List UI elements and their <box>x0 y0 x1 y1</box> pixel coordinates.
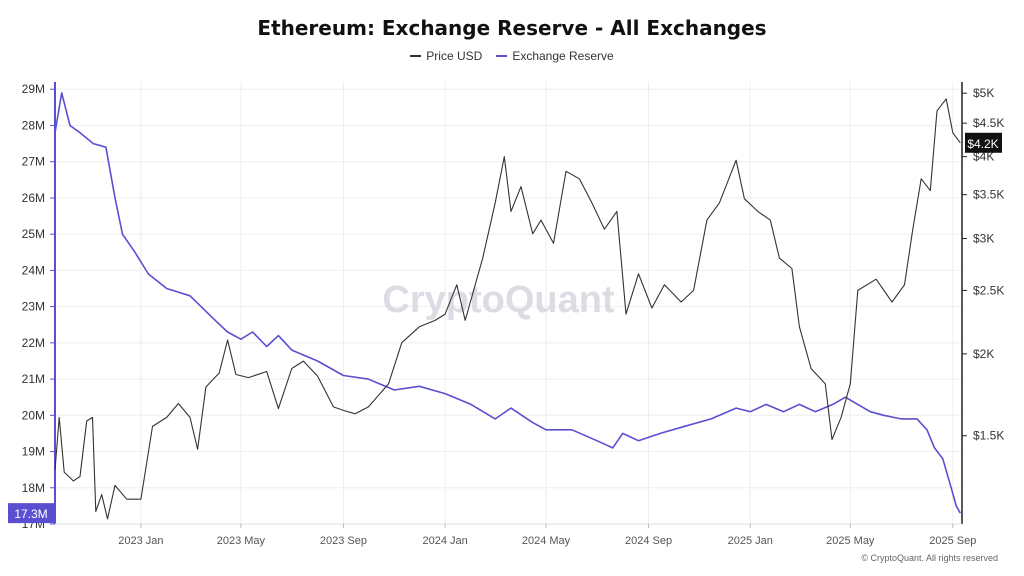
x-tick-label-7: 2025 May <box>826 535 875 547</box>
y-right-tick-label-7: $5K <box>973 86 994 100</box>
legend-item-reserve[interactable]: Exchange Reserve <box>496 49 614 63</box>
y-left-tick-label-1: 18M <box>22 481 45 495</box>
y-right-tick-label-3: $3K <box>973 232 994 246</box>
y-left-tick-label-6: 23M <box>22 300 45 314</box>
y-right-tick-label-4: $3.5K <box>973 188 1004 202</box>
legend-label-price: Price USD <box>426 49 483 63</box>
copyright-credit: © CryptoQuant. All rights reserved <box>861 553 998 563</box>
y-right-tick-label-1: $2K <box>973 347 994 361</box>
current-price-label: $4.2K <box>967 137 998 151</box>
series-line-price-usd <box>54 98 961 520</box>
current-reserve-label: 17.3M <box>14 507 47 521</box>
chart-title: Ethereum: Exchange Reserve - All Exchang… <box>257 16 767 40</box>
x-tick-label-3: 2024 Jan <box>423 535 468 547</box>
y-left-tick-label-12: 29M <box>22 82 45 96</box>
x-tick-label-5: 2024 Sep <box>625 535 672 547</box>
y-right-tick-label-0: $1.5K <box>973 429 1004 443</box>
legend-swatch-price <box>410 55 422 57</box>
y-left-tick-label-7: 24M <box>22 263 45 277</box>
x-tick-label-1: 2023 May <box>217 535 266 547</box>
series-line-exchange-reserve <box>54 92 961 514</box>
y-left-tick-label-8: 25M <box>22 227 45 241</box>
y-left-tick-label-10: 27M <box>22 155 45 169</box>
legend-swatch-reserve <box>496 55 508 57</box>
x-tick-label-4: 2024 May <box>522 535 571 547</box>
y-left-tick-label-4: 21M <box>22 372 45 386</box>
y-left-tick-label-9: 26M <box>22 191 45 205</box>
y-left-tick-label-11: 28M <box>22 118 45 132</box>
y-left-tick-label-5: 22M <box>22 336 45 350</box>
legend-item-price[interactable]: Price USD <box>410 49 482 63</box>
watermark-text: CryptoQuant <box>382 279 615 321</box>
x-tick-label-8: 2025 Sep <box>929 535 976 547</box>
legend-label-reserve: Exchange Reserve <box>512 49 614 63</box>
chart-legend: Price USD Exchange Reserve <box>0 49 1024 63</box>
current-price-badge <box>965 132 1002 153</box>
y-left-tick-label-3: 20M <box>22 408 45 422</box>
current-reserve-badge <box>8 503 55 524</box>
x-tick-label-0: 2023 Jan <box>118 535 163 547</box>
y-right-tick-label-2: $2.5K <box>973 283 1004 297</box>
x-tick-label-2: 2023 Sep <box>320 535 367 547</box>
y-right-tick-label-5: $4K <box>973 150 994 164</box>
y-left-tick-label-2: 19M <box>22 445 45 459</box>
x-tick-label-6: 2025 Jan <box>728 535 773 547</box>
y-right-tick-label-6: $4.5K <box>973 116 1004 130</box>
